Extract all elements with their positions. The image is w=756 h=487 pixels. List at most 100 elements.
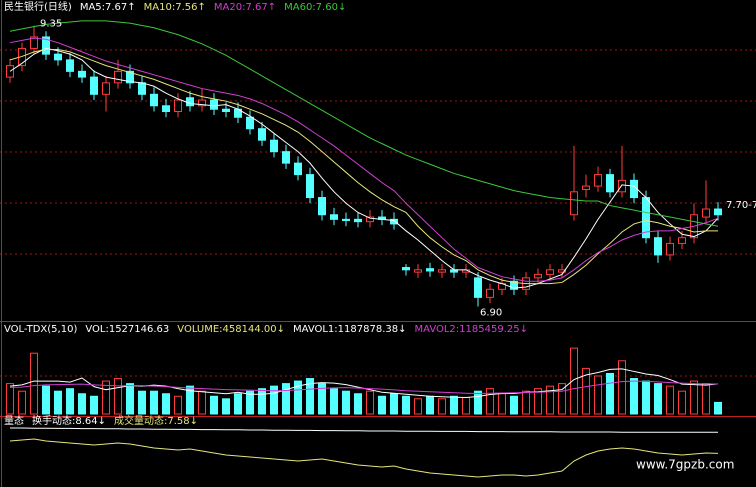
candle-body bbox=[150, 93, 158, 107]
candle-body bbox=[102, 82, 110, 95]
volume-bar bbox=[654, 383, 662, 415]
volume-bar bbox=[162, 393, 170, 415]
legend-label: 成交量动态:7.58↓ bbox=[114, 414, 198, 427]
volume-bar bbox=[186, 385, 194, 415]
candle-body bbox=[366, 216, 374, 223]
volume-bar bbox=[306, 378, 314, 415]
candle-body bbox=[618, 179, 626, 193]
candle-body bbox=[78, 70, 86, 78]
volume-bar bbox=[270, 385, 278, 415]
candle-body bbox=[318, 197, 326, 216]
indicator-line bbox=[9, 380, 719, 394]
volume-bar bbox=[294, 380, 302, 415]
volume-bar bbox=[282, 383, 290, 415]
volume-bar bbox=[390, 393, 398, 415]
candle-body bbox=[414, 269, 422, 273]
legend-label: VOL:1527146.63 bbox=[85, 324, 169, 335]
volume-bar bbox=[618, 360, 626, 415]
volume-bar bbox=[342, 390, 350, 415]
volume-bar bbox=[594, 375, 602, 415]
legend-label: MAVOL1:1187878.38↓ bbox=[293, 324, 407, 335]
volume-bar bbox=[666, 385, 674, 415]
volume-bar bbox=[546, 385, 554, 415]
volume-bar bbox=[642, 380, 650, 415]
candle-body bbox=[594, 174, 602, 187]
volume-bar bbox=[690, 380, 698, 415]
volume-bar bbox=[114, 378, 122, 415]
volume-bar bbox=[258, 388, 266, 415]
candle-body bbox=[390, 218, 398, 225]
volume-bar bbox=[78, 393, 86, 415]
candle-body bbox=[546, 269, 554, 275]
candle-body bbox=[186, 97, 194, 107]
candle-body bbox=[198, 99, 206, 107]
volume-bar bbox=[246, 390, 254, 415]
candle-body bbox=[606, 174, 614, 193]
volume-bar bbox=[414, 398, 422, 415]
candle-body bbox=[138, 82, 146, 95]
candle-body bbox=[486, 288, 494, 298]
volume-bar bbox=[18, 390, 26, 415]
candle-body bbox=[678, 237, 686, 244]
legend-label: 量态 bbox=[4, 414, 24, 427]
legend-label: MA5:7.67↑ bbox=[80, 2, 136, 13]
candle-body bbox=[222, 108, 230, 113]
volume-bar bbox=[234, 393, 242, 415]
volume-bar bbox=[582, 367, 590, 415]
volume-bar bbox=[354, 393, 362, 415]
candle-body bbox=[162, 105, 170, 113]
volume-bar bbox=[174, 395, 182, 415]
volume-bar bbox=[498, 393, 506, 415]
volume-bar bbox=[30, 352, 38, 415]
volume-bar bbox=[522, 390, 530, 415]
volume-bar bbox=[330, 388, 338, 415]
candle-body bbox=[246, 116, 254, 130]
volume-bar bbox=[198, 390, 206, 415]
annotation: 7.70-7. bbox=[726, 200, 756, 211]
volume-bar bbox=[366, 390, 374, 415]
volume-bar bbox=[54, 390, 62, 415]
volume-bar bbox=[126, 383, 134, 415]
volume-bar bbox=[678, 390, 686, 415]
volume-bar bbox=[450, 395, 458, 415]
volume-bar bbox=[630, 378, 638, 415]
volume-bar bbox=[474, 390, 482, 415]
volume-bar bbox=[486, 388, 494, 415]
volume-bar bbox=[102, 380, 110, 415]
volume-bar bbox=[222, 398, 230, 415]
candle-body bbox=[666, 242, 674, 256]
volume-bar bbox=[378, 395, 386, 415]
legend-label: MA60:7.60↓ bbox=[284, 2, 346, 13]
volume-bar bbox=[534, 388, 542, 415]
volume-bar bbox=[702, 383, 710, 415]
candle-body bbox=[270, 139, 278, 153]
indicator-line bbox=[9, 49, 718, 285]
volume-bar bbox=[510, 395, 518, 415]
indicator-line bbox=[9, 20, 719, 227]
candle-body bbox=[426, 268, 434, 272]
candle-body bbox=[654, 237, 662, 256]
candle-body bbox=[90, 76, 98, 95]
volume-bar bbox=[150, 390, 158, 415]
volume-bar bbox=[714, 401, 722, 415]
legend-label: 换手动态:8.64↓ bbox=[32, 414, 106, 427]
annotation: 9.35 bbox=[40, 18, 62, 29]
volume-bar bbox=[210, 395, 218, 415]
volume-bar bbox=[606, 372, 614, 415]
candle-body bbox=[558, 269, 566, 273]
candle-body bbox=[30, 36, 38, 49]
volume-bar bbox=[462, 397, 470, 415]
candle-body bbox=[330, 214, 338, 220]
legend-label: MA10:7.56↑ bbox=[144, 2, 206, 13]
indicator-line bbox=[9, 47, 719, 289]
annotation: 6.90 bbox=[480, 308, 502, 319]
candle-body bbox=[510, 280, 518, 290]
candle-body bbox=[114, 70, 122, 84]
volume-bar bbox=[570, 347, 578, 415]
volume-bar bbox=[66, 388, 74, 415]
candle-body bbox=[342, 218, 350, 221]
candle-body bbox=[714, 208, 722, 216]
candle-body bbox=[54, 53, 62, 61]
